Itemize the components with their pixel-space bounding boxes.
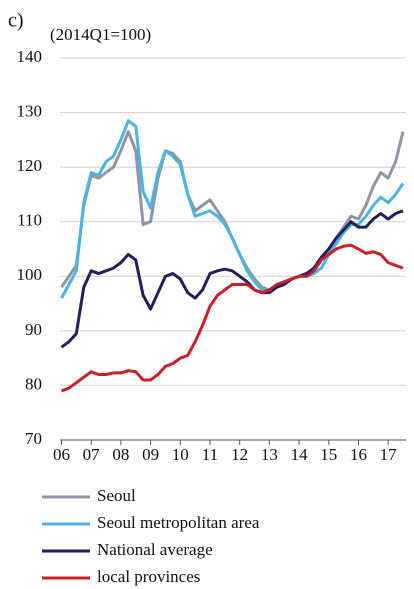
y-tick-label: 130 (17, 101, 43, 120)
series-line (60, 243, 404, 393)
x-tick-label: 14 (291, 445, 309, 464)
chart-title: c) (8, 10, 24, 32)
x-tick-label: 07 (83, 445, 101, 464)
series-line (60, 119, 405, 299)
y-tick-label: 120 (17, 156, 43, 175)
series-line (60, 209, 404, 349)
y-tick-label: 140 (17, 47, 43, 66)
x-tick-label: 06 (53, 445, 70, 464)
legend-label: local provinces (97, 567, 200, 586)
x-tick-label: 13 (261, 445, 278, 464)
y-tick-label: 70 (25, 429, 42, 448)
y-tick-label: 100 (17, 265, 43, 284)
y-tick-label: 80 (25, 374, 42, 393)
chart-subtitle: (2014Q1=100) (50, 25, 151, 44)
x-tick-label: 08 (112, 445, 129, 464)
x-tick-label: 11 (202, 445, 218, 464)
x-tick-label: 09 (142, 445, 159, 464)
x-tick-label: 12 (231, 445, 248, 464)
x-tick-label: 15 (320, 445, 337, 464)
x-tick-label: 17 (380, 445, 398, 464)
legend-label: Seoul (97, 486, 136, 505)
legend-label: National average (97, 540, 213, 559)
y-tick-label: 90 (25, 320, 42, 339)
y-tick-label: 110 (17, 211, 42, 230)
legend-label: Seoul metropolitan area (97, 513, 260, 532)
x-tick-label: 10 (172, 445, 189, 464)
x-tick-label: 16 (350, 445, 367, 464)
